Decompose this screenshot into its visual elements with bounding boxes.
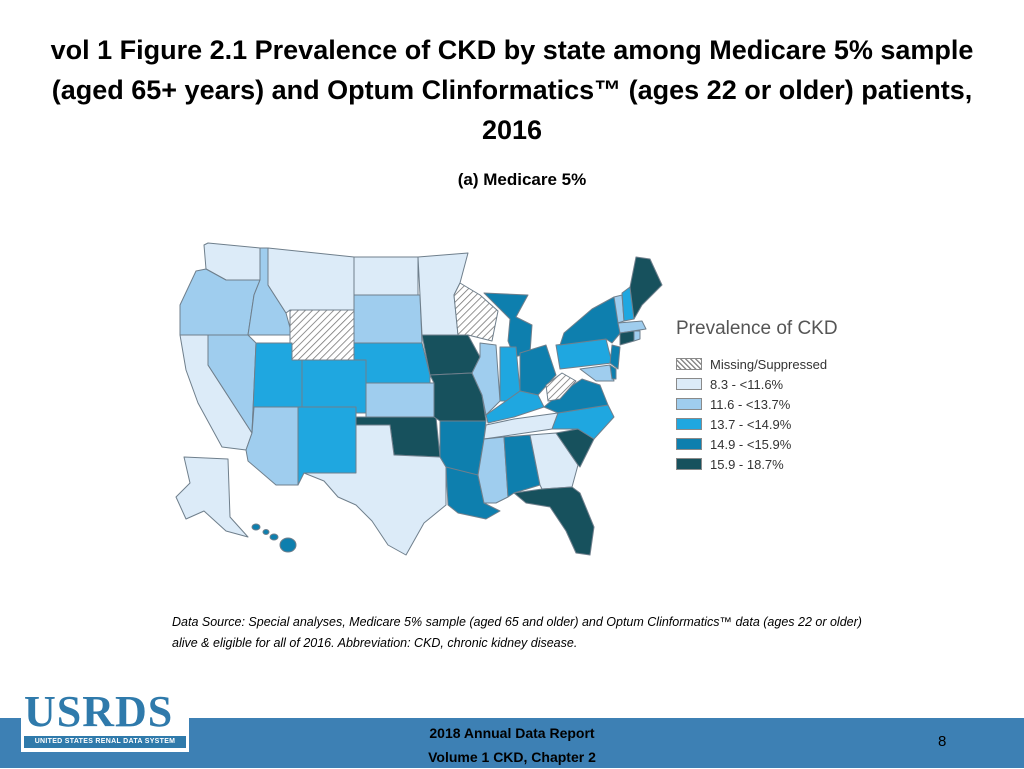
- logo-text: USRDS: [24, 687, 174, 736]
- state-nj: [609, 344, 621, 370]
- state-ak: [175, 456, 249, 538]
- page-number: 8: [938, 733, 947, 750]
- data-source-note: Data Source: Special analyses, Medicare …: [172, 615, 862, 650]
- legend-label: 14.9 - <15.9%: [710, 436, 792, 452]
- state-fl: [513, 486, 595, 556]
- state-mt: [267, 247, 355, 314]
- state-de: [609, 364, 617, 380]
- legend-label: 13.7 - <14.9%: [710, 416, 792, 432]
- legend-swatch-hatch: [676, 358, 702, 370]
- state-co: [301, 359, 367, 414]
- state-ri: [633, 330, 641, 342]
- legend-item-missing: Missing/Suppressed: [676, 354, 876, 374]
- state-wi: [453, 282, 499, 342]
- legend-title: Prevalence of CKD: [676, 318, 838, 339]
- state-nd: [353, 256, 419, 296]
- state-hi: [251, 523, 297, 553]
- map-legend: Prevalence of CKD Missing/Suppressed 8.3…: [676, 318, 876, 474]
- legend-item-4: 14.9 - <15.9%: [676, 434, 876, 454]
- state-ms: [477, 436, 509, 504]
- slide-title: vol 1 Figure 2.1 Prevalence of CKD by st…: [50, 35, 974, 145]
- legend-item-2: 11.6 - <13.7%: [676, 394, 876, 414]
- state-ky: [485, 390, 545, 424]
- legend-item-3: 13.7 - <14.9%: [676, 414, 876, 434]
- state-me: [629, 256, 663, 320]
- state-wy: [289, 309, 355, 361]
- legend-label: 11.6 - <13.7%: [710, 396, 791, 412]
- state-ct: [619, 330, 635, 346]
- report-info: 2018 Annual Data Report Volume 1 CKD, Ch…: [372, 721, 652, 769]
- legend-label: 15.9 - 18.7%: [710, 456, 784, 472]
- legend-label: Missing/Suppressed: [710, 356, 828, 372]
- legend-swatch: [676, 398, 702, 410]
- report-line-1: 2018 Annual Data Report: [429, 725, 595, 741]
- state-il: [471, 342, 501, 416]
- report-line-2: Volume 1 CKD, Chapter 2: [428, 749, 596, 765]
- map-subtitle: (a) Medicare 5%: [457, 170, 587, 189]
- state-ma: [617, 320, 647, 334]
- us-map-svg: [175, 242, 663, 556]
- legend-swatch: [676, 418, 702, 430]
- legend-swatch: [676, 378, 702, 390]
- choropleth-map: [168, 235, 870, 560]
- state-wv: [545, 372, 577, 402]
- state-ia: [421, 334, 481, 376]
- state-al: [503, 434, 541, 498]
- state-az: [245, 406, 299, 486]
- legend-swatch: [676, 458, 702, 470]
- state-ny: [559, 296, 623, 346]
- state-sc: [555, 428, 595, 468]
- state-ks: [365, 382, 435, 418]
- logo-subtext: UNITED STATES RENAL DATA SYSTEM: [24, 736, 186, 748]
- legend-item-5: 15.9 - 18.7%: [676, 454, 876, 474]
- legend-swatch: [676, 438, 702, 450]
- usrds-logo: USRDS UNITED STATES RENAL DATA SYSTEM: [21, 688, 189, 752]
- legend-label: 8.3 - <11.6%: [710, 376, 784, 392]
- state-sd: [353, 294, 423, 344]
- state-md: [579, 364, 615, 382]
- state-tx: [303, 424, 447, 556]
- legend-item-1: 8.3 - <11.6%: [676, 374, 876, 394]
